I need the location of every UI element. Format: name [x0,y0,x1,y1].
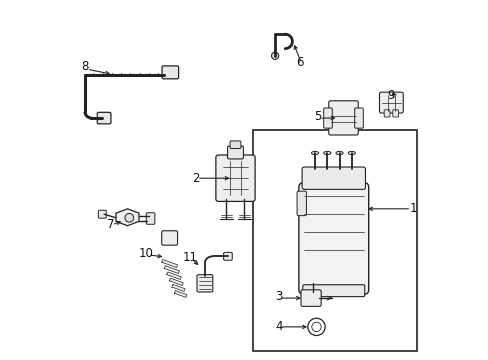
FancyBboxPatch shape [384,110,389,117]
Text: 10: 10 [139,247,154,260]
FancyBboxPatch shape [323,108,332,128]
Text: 5: 5 [314,111,321,123]
Polygon shape [169,278,183,285]
Circle shape [125,213,133,222]
FancyBboxPatch shape [392,110,398,117]
FancyBboxPatch shape [230,141,241,148]
Text: 6: 6 [296,57,304,69]
FancyBboxPatch shape [296,191,306,216]
FancyBboxPatch shape [146,213,155,224]
Polygon shape [116,209,139,226]
Bar [253,130,416,351]
Text: 2: 2 [192,172,199,185]
Text: 4: 4 [274,320,282,333]
FancyBboxPatch shape [301,290,321,306]
FancyBboxPatch shape [302,167,365,189]
FancyBboxPatch shape [223,252,232,260]
FancyBboxPatch shape [227,146,243,159]
FancyBboxPatch shape [98,210,106,218]
Ellipse shape [347,152,355,155]
Ellipse shape [323,152,330,155]
FancyBboxPatch shape [162,231,177,245]
FancyBboxPatch shape [215,155,255,201]
Polygon shape [164,266,179,274]
FancyBboxPatch shape [354,108,363,128]
Ellipse shape [335,152,343,155]
Polygon shape [172,284,184,292]
Circle shape [271,52,278,59]
Text: 7: 7 [106,219,114,231]
FancyBboxPatch shape [162,66,178,79]
Text: 1: 1 [408,202,416,215]
Ellipse shape [311,152,318,155]
Polygon shape [166,272,181,279]
Text: 8: 8 [81,60,89,73]
FancyBboxPatch shape [97,112,111,124]
FancyBboxPatch shape [197,275,212,292]
FancyBboxPatch shape [302,285,364,297]
Polygon shape [174,291,186,297]
FancyBboxPatch shape [328,101,358,135]
Text: 3: 3 [274,291,282,303]
FancyBboxPatch shape [298,183,368,294]
Text: 9: 9 [387,89,394,102]
Polygon shape [162,260,177,267]
Text: 11: 11 [182,251,197,264]
FancyBboxPatch shape [379,92,403,113]
